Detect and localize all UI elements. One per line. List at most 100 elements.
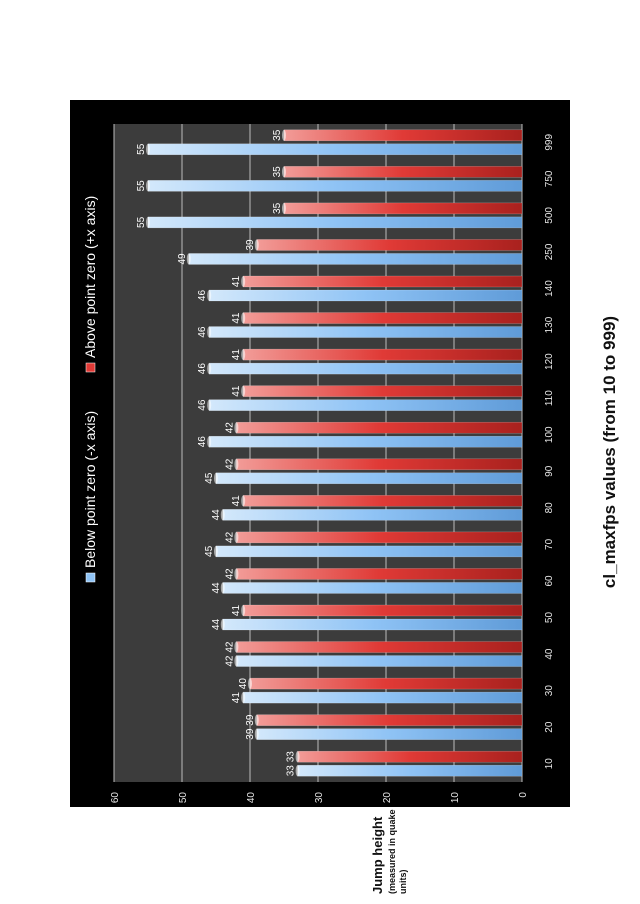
value-axis-label: Jump height [370, 816, 385, 894]
category-tick-label: 100 [544, 426, 555, 443]
bar-below-zero [297, 764, 523, 777]
data-label: 46 [197, 399, 208, 411]
data-label: 41 [231, 349, 242, 361]
bar-below-zero [215, 545, 523, 558]
bar-cap [207, 290, 212, 301]
category-tick-label: 20 [544, 721, 555, 733]
bar-cap [220, 509, 225, 521]
data-label: 42 [224, 531, 235, 543]
bar-cap [241, 385, 246, 397]
bar-cap [146, 216, 150, 228]
data-label: 55 [136, 180, 147, 192]
data-label: 42 [224, 422, 235, 434]
category-tick-label: 500 [544, 207, 555, 224]
legend: Below point zero (-x axis) Above point ze… [82, 196, 98, 583]
data-label: 41 [231, 495, 242, 507]
category-tick-label: 40 [544, 648, 555, 660]
bar-above-zero [236, 531, 523, 544]
bar-above-zero [236, 421, 523, 434]
category-tick-label: 750 [544, 170, 555, 187]
bar-cap [207, 436, 212, 448]
category-tick-label: 90 [544, 465, 555, 477]
bar-cap [241, 349, 246, 361]
bar-above-zero [283, 166, 523, 178]
bar-cap [282, 202, 286, 214]
data-label: 42 [224, 568, 235, 580]
bar-above-zero [242, 348, 523, 361]
data-label: 41 [231, 276, 242, 288]
data-label: 35 [272, 166, 283, 178]
data-label: 39 [245, 239, 256, 251]
bar-above-zero [256, 714, 523, 726]
bars [146, 129, 523, 777]
value-tick-label: 20 [382, 792, 393, 804]
bar-cap [207, 399, 212, 411]
data-label: 44 [211, 619, 222, 631]
data-label: 49 [177, 253, 188, 265]
bar-cap [241, 495, 246, 507]
bar-below-zero [222, 509, 523, 521]
data-label: 41 [231, 385, 242, 397]
data-label: 42 [224, 458, 235, 470]
bar-cap [254, 239, 259, 251]
data-label: 42 [224, 655, 235, 667]
bar-cap [248, 678, 252, 690]
bar-above-zero [236, 458, 523, 471]
bar-below-zero [208, 326, 523, 338]
data-label: 41 [231, 605, 242, 617]
legend-swatch [85, 362, 96, 373]
bar-cap [234, 568, 239, 580]
bar-above-zero [242, 495, 523, 507]
value-tick-label: 60 [110, 792, 121, 804]
data-label: 45 [204, 545, 215, 557]
value-axis-title: Jump height (measured in quake units) [370, 794, 409, 894]
bar-below-zero [215, 472, 523, 485]
bar-below-zero [188, 253, 523, 265]
bar-cap [295, 765, 300, 777]
bar-cap [214, 545, 218, 557]
value-tick-label: 30 [314, 792, 325, 804]
bar-above-zero [249, 677, 523, 690]
bar-cap [241, 312, 246, 324]
bar-cap [254, 728, 259, 740]
value-tick-label: 50 [178, 792, 189, 804]
bar-cap [146, 180, 150, 192]
chart-title: cl_maxfps values (from 10 to 999) [600, 315, 619, 589]
bar-above-zero [236, 568, 523, 580]
category-tick-label: 80 [544, 502, 555, 514]
category-tick-label: 999 [544, 133, 555, 150]
bar-above-zero [242, 275, 523, 288]
bar-cap [241, 605, 246, 616]
bar-below-zero [242, 691, 523, 704]
bar-above-zero [297, 750, 523, 763]
data-labels: 3333393941404242444144424542444145424642… [136, 129, 297, 776]
bar-above-zero [283, 129, 523, 142]
legend-label: Below point zero (-x axis) [82, 411, 98, 568]
bar-below-zero [147, 180, 523, 192]
data-label: 41 [231, 312, 242, 324]
data-label: 33 [286, 751, 297, 763]
bar-above-zero [256, 239, 523, 251]
data-label: 46 [197, 290, 208, 302]
value-tick-label: 40 [246, 792, 257, 804]
bar-below-zero [147, 216, 523, 229]
value-axis: 0 10 20 30 40 50 60 [110, 792, 529, 804]
bar-cap [234, 458, 239, 470]
bar-below-zero [208, 289, 523, 302]
category-tick-label: 130 [544, 316, 555, 333]
data-label: 41 [231, 692, 242, 704]
category-tick-label: 30 [544, 685, 555, 697]
category-tick-label: 60 [544, 575, 555, 587]
data-label: 55 [136, 143, 147, 155]
data-label: 39 [245, 728, 256, 740]
bar-below-zero [236, 655, 523, 667]
data-label: 39 [245, 714, 256, 726]
bar-cap [220, 582, 225, 594]
bar-cap [214, 472, 218, 484]
bar-cap [241, 276, 246, 287]
legend-label: Above point zero (+x axis) [82, 196, 98, 358]
bar-above-zero [242, 385, 523, 397]
data-label: 44 [211, 582, 222, 594]
